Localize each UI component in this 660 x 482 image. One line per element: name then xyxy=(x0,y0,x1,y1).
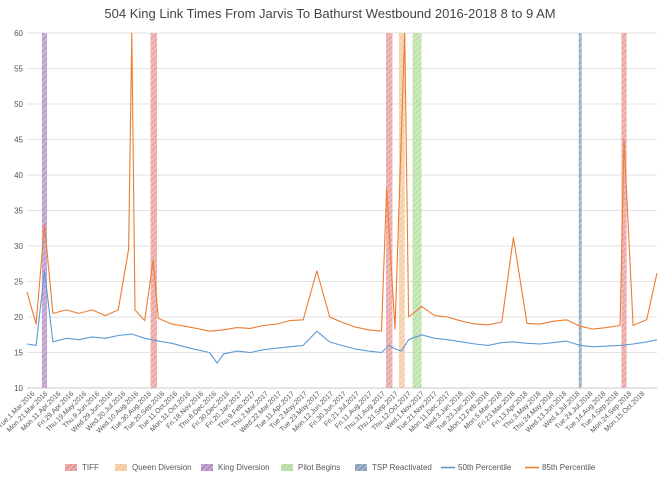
y-tick-label: 30 xyxy=(14,242,23,251)
series-line xyxy=(26,32,658,332)
y-tick-label: 45 xyxy=(14,136,23,145)
y-tick-label: 60 xyxy=(14,29,23,38)
legend-item: Pilot Begins xyxy=(281,463,340,472)
legend-label: 50th Percentile xyxy=(458,463,512,472)
legend-swatch-hatch xyxy=(281,464,293,471)
event-bands xyxy=(41,33,627,388)
legend-label: Queen Diversion xyxy=(132,463,192,472)
y-tick-label: 10 xyxy=(14,384,23,393)
legend-item: King Diversion xyxy=(201,463,270,472)
legend-swatch-hatch xyxy=(355,464,367,471)
legend-swatch-hatch xyxy=(65,464,77,471)
y-tick-label: 20 xyxy=(14,313,23,322)
legend-swatch-hatch xyxy=(115,464,127,471)
legend-item: 50th Percentile xyxy=(441,463,512,472)
event-band-hatch xyxy=(150,33,158,388)
legend-label: TSP Reactivated xyxy=(372,463,432,472)
series-lines xyxy=(26,32,658,364)
event-band-hatch xyxy=(385,33,393,388)
y-tick-label: 40 xyxy=(14,171,23,180)
legend-item: 85th Percentile xyxy=(525,463,596,472)
legend-label: Pilot Begins xyxy=(298,463,340,472)
legend-swatch-hatch xyxy=(201,464,213,471)
y-tick-label: 55 xyxy=(14,65,23,74)
legend-item: TSP Reactivated xyxy=(355,463,432,472)
series-line xyxy=(26,270,658,364)
y-tick-label: 15 xyxy=(14,349,23,358)
event-band-hatch xyxy=(621,33,627,388)
event-band-hatch xyxy=(398,33,405,388)
y-tick-label: 25 xyxy=(14,278,23,287)
legend-label: 85th Percentile xyxy=(542,463,596,472)
y-tick-label: 35 xyxy=(14,207,23,216)
axes: 1015202530354045505560Tue.1.Mar.2016Mon.… xyxy=(0,29,657,435)
event-band-hatch xyxy=(412,33,422,388)
legend: TIFF Queen Diversion King Diversion Pilot B… xyxy=(65,463,596,472)
legend-item: Queen Diversion xyxy=(115,463,192,472)
y-tick-label: 50 xyxy=(14,100,23,109)
legend-item: TIFF xyxy=(65,463,99,472)
legend-label: King Diversion xyxy=(218,463,270,472)
event-band-hatch xyxy=(41,33,48,388)
legend-label: TIFF xyxy=(82,463,99,472)
chart-title: 504 King Link Times From Jarvis To Bathu… xyxy=(104,6,555,21)
event-band-hatch xyxy=(578,33,582,388)
